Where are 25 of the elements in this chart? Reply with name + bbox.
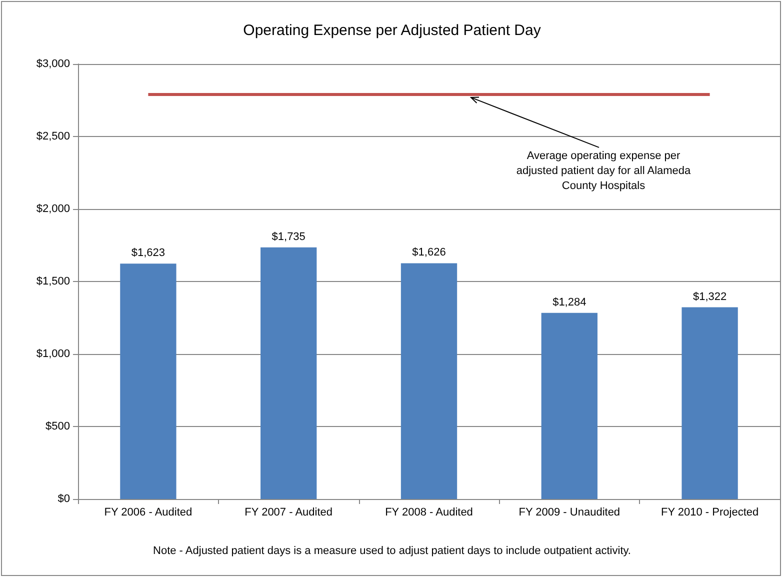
y-tick-label: $2,500 [36,130,70,142]
bar [120,264,176,499]
y-tick-label: $1,000 [36,348,70,360]
y-tick-label: $1,500 [36,276,70,288]
y-tick-label: $2,000 [36,203,70,215]
x-tick-label: FY 2006 - Audited [104,506,192,518]
chart-title: Operating Expense per Adjusted Patient Day [243,22,542,39]
x-tick-label: FY 2009 - Unaudited [518,506,620,518]
data-label: $1,735 [272,230,306,243]
data-label: $1,322 [692,290,727,303]
x-tick-label: FY 2008 - Audited [385,506,473,518]
bar [541,312,598,499]
y-tick-label: $0 [58,493,70,505]
y-tick-label: $500 [46,420,70,432]
x-tick-label: FY 2007 - Audited [244,506,333,518]
text: Note - Adjusted patient days is a measure used to adjust patient days to include outpatient activity. [152,545,632,557]
ref-line-label: Average operating expense per adjusted patient day for all Alameda County Hospitals [516,149,691,194]
bar [682,307,738,499]
bar [260,247,317,499]
data-label: $1,623 [131,247,166,260]
x-tick-label: FY 2010 - Projected [660,506,759,518]
bar [400,263,458,499]
data-label: $1,284 [552,296,586,308]
data-label: $1,626 [412,246,446,259]
y-tick-label: $3,000 [36,58,70,70]
